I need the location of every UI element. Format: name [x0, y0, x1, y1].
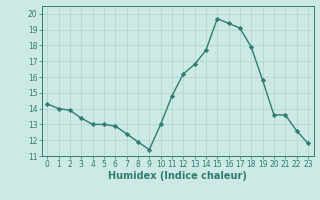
- X-axis label: Humidex (Indice chaleur): Humidex (Indice chaleur): [108, 171, 247, 181]
